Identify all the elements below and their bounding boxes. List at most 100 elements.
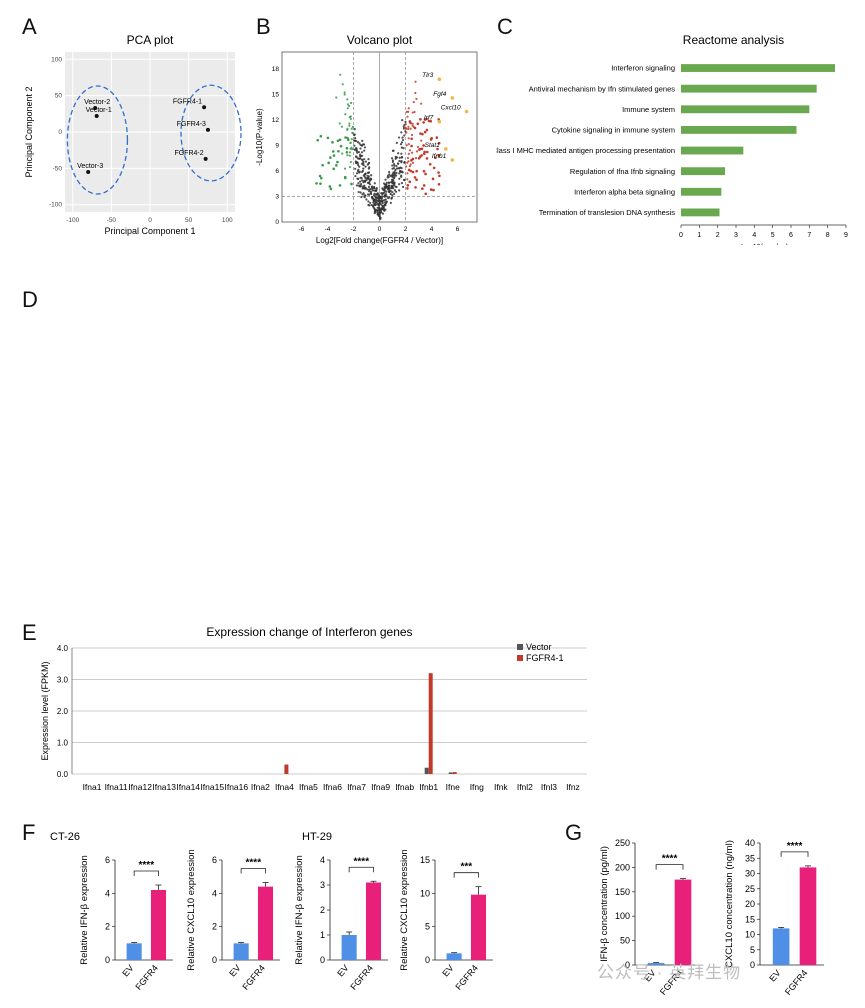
- reactome-bar: [681, 64, 835, 72]
- reactome-x-tick: 6: [789, 232, 793, 239]
- volcano-up-point: [415, 169, 418, 173]
- volcano-point: [381, 212, 385, 215]
- volcano-point: [395, 174, 398, 177]
- volcano-point: [412, 100, 415, 104]
- volcano-point: [390, 157, 394, 160]
- volcano-down-point: [343, 176, 347, 180]
- volcano-up-point: [425, 150, 429, 154]
- volcano-down-point: [345, 146, 349, 150]
- volcano-point: [373, 189, 376, 192]
- volcano-point: [407, 142, 410, 146]
- interferon-x-tick: Ifna5: [299, 782, 318, 792]
- volcano-y-tick: 12: [272, 117, 280, 124]
- volcano-point: [411, 161, 415, 164]
- volcano-point: [392, 171, 395, 174]
- volcano-down-point: [328, 185, 332, 188]
- reactome-x-tick: 8: [826, 232, 830, 239]
- volcano-point: [356, 169, 360, 173]
- volcano-down-point: [336, 160, 339, 164]
- volcano-point: [355, 172, 359, 175]
- volcano-point: [388, 187, 391, 190]
- volcano-point: [341, 152, 344, 155]
- volcano-point: [365, 178, 368, 182]
- volcano-point: [381, 187, 384, 190]
- volcano-point: [400, 141, 404, 144]
- interferon-x-tick: Ifne: [446, 782, 460, 792]
- volcano-down-point: [344, 136, 347, 139]
- volcano-point: [358, 154, 362, 158]
- volcano-point: [374, 201, 377, 204]
- interferon-x-tick: Ifng: [470, 782, 484, 792]
- reactome-bar: [681, 105, 810, 114]
- reactome-category-label: Cytokine signaling in immune system: [552, 126, 675, 135]
- volcano-point: [398, 159, 401, 163]
- interferon-bar: [284, 764, 289, 774]
- volcano-point: [361, 169, 364, 173]
- interferon-y-tick: 2.0: [57, 707, 69, 716]
- volcano-down-point: [335, 164, 338, 167]
- qpcr-bar: [150, 890, 167, 960]
- volcano-x-tick: 0: [378, 226, 382, 233]
- volcano-point: [364, 160, 367, 163]
- volcano-up-point: [437, 171, 440, 174]
- pca-plot: PCA plot -100 -50 0 50 100 100 50 0 -50 -100 Princi…: [24, 33, 242, 236]
- volcano-point: [399, 143, 403, 146]
- volcano-point: [406, 178, 409, 181]
- volcano-point: [363, 179, 366, 183]
- volcano-point: [391, 160, 394, 163]
- qpcr-bar: [257, 886, 274, 960]
- volcano-point: [400, 161, 403, 164]
- volcano-point: [400, 166, 403, 170]
- volcano-up-point: [425, 117, 428, 121]
- qpcr-y-tick: 4: [212, 888, 217, 898]
- volcano-point: [367, 162, 370, 165]
- elisa-y-tick: 15: [745, 914, 755, 924]
- qpcr-sig-label: ****: [139, 860, 155, 871]
- volcano-point: [366, 188, 369, 191]
- pca-point-label: FGFR4-3: [177, 121, 206, 128]
- volcano-point: [390, 178, 394, 181]
- volcano-point: [355, 149, 358, 152]
- volcano-up-point: [437, 141, 441, 145]
- volcano-x-tick: 2: [404, 226, 408, 233]
- pca-y-tick: 50: [55, 93, 63, 100]
- reactome-category-label: Regulation of Ifna Ifnb signaling: [570, 167, 675, 176]
- volcano-point: [346, 103, 350, 106]
- volcano-point: [397, 136, 401, 139]
- volcano-point: [391, 194, 394, 197]
- volcano-point: [391, 149, 395, 153]
- volcano-point: [398, 172, 401, 175]
- volcano-up-point: [424, 172, 427, 176]
- pca-ylabel: Principal Component 2: [24, 86, 34, 177]
- volcano-point: [400, 152, 403, 155]
- pca-y-tick: -100: [49, 202, 62, 209]
- panel-letter-g: G: [565, 820, 583, 845]
- volcano-point: [352, 132, 355, 135]
- volcano-point: [393, 192, 396, 195]
- volcano-point: [380, 197, 383, 200]
- volcano-gene-point: [437, 77, 442, 81]
- interferon-legend-label: FGFR4-1: [526, 653, 564, 663]
- volcano-point: [391, 164, 394, 167]
- volcano-point: [350, 127, 353, 130]
- volcano-point: [398, 177, 401, 180]
- volcano-point: [407, 137, 410, 140]
- volcano-point: [361, 139, 364, 143]
- volcano-point: [357, 190, 360, 194]
- volcano-point: [363, 146, 367, 149]
- volcano-point: [405, 144, 408, 147]
- reactome-bar-chart: Reactome analysis Interferon signaling Ant…: [496, 33, 848, 245]
- volcano-point: [335, 96, 338, 99]
- volcano-point: [362, 160, 365, 164]
- volcano-up-point: [422, 144, 425, 147]
- qpcr-y-tick: 2: [212, 922, 217, 932]
- volcano-point: [353, 134, 356, 137]
- elisa-y-tick: 10: [745, 930, 755, 940]
- volcano-up-point: [418, 147, 422, 151]
- interferon-x-tick: Ifna4: [275, 782, 294, 792]
- qpcr-x-tick: EV: [440, 963, 455, 979]
- qpcr-charts: CT-26 HT-29 0 2 4 6 Relative IFN-β expression E…: [50, 831, 493, 992]
- volcano-up-point: [408, 120, 412, 123]
- qpcr-ylabel: Relative IFN-β expression: [79, 855, 90, 964]
